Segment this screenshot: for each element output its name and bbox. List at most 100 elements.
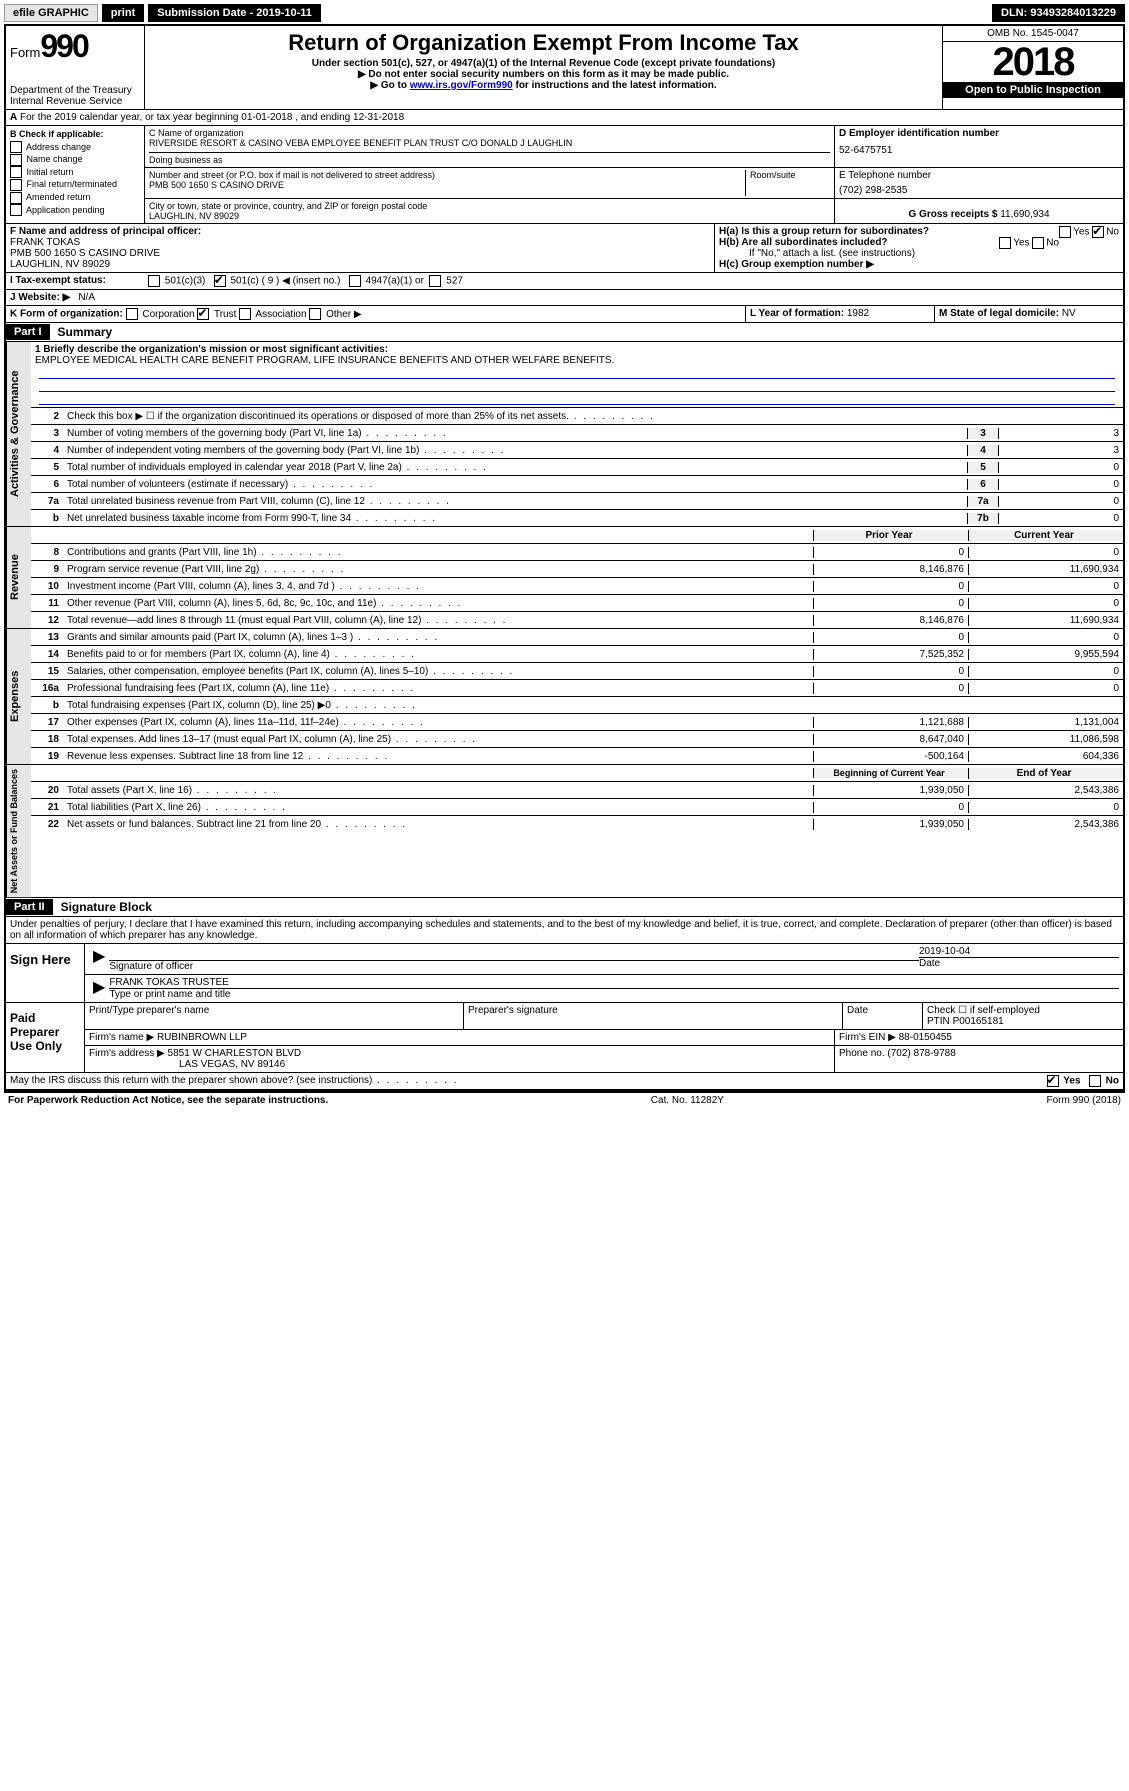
b-checkbox[interactable] (10, 154, 22, 166)
k-checkbox[interactable] (197, 308, 209, 320)
part2-header-row: Part II Signature Block (6, 898, 1123, 917)
state-domicile-value: NV (1062, 308, 1076, 319)
tax-status-label: I Tax-exempt status: (6, 273, 144, 289)
form-label: Form (10, 45, 40, 60)
k-checkbox[interactable] (309, 308, 321, 320)
501c-checkbox[interactable] (214, 275, 226, 287)
block-f-h: F Name and address of principal officer:… (6, 224, 1123, 273)
footer-right: Form 990 (2018) (1047, 1095, 1121, 1106)
firm-addr2: LAS VEGAS, NV 89146 (89, 1059, 285, 1070)
print-button[interactable]: print (102, 4, 144, 22)
no-label: No (1106, 227, 1119, 238)
irs-label: Internal Revenue Service (10, 96, 140, 107)
ptin-value: P00165181 (953, 1016, 1004, 1027)
ha-yes-checkbox[interactable] (1059, 226, 1071, 238)
k-checkbox[interactable] (239, 308, 251, 320)
preparer-sig-label: Preparer's signature (464, 1003, 843, 1030)
527-checkbox[interactable] (429, 275, 441, 287)
irs-link[interactable]: www.irs.gov/Form990 (410, 80, 513, 91)
subtitle-1: Under section 501(c), 527, or 4947(a)(1)… (149, 58, 938, 69)
line-a: A For the 2019 calendar year, or tax yea… (6, 110, 1123, 126)
officer-addr1: PMB 500 1650 S CASINO DRIVE (10, 248, 710, 259)
tax-year-range: For the 2019 calendar year, or tax year … (20, 112, 404, 123)
firm-addr-label: Firm's address ▶ (89, 1048, 165, 1059)
527-label: 527 (446, 276, 463, 287)
ha-no-checkbox[interactable] (1092, 226, 1104, 238)
expenses-tab: Expenses (6, 629, 31, 764)
website-label: J Website: ▶ (6, 290, 74, 305)
hb-yes-checkbox[interactable] (999, 237, 1011, 249)
website-value: N/A (74, 290, 99, 305)
perjury-text: Under penalties of perjury, I declare th… (6, 917, 1123, 944)
form-header: Form990 Department of the Treasury Inter… (6, 26, 1123, 110)
sign-here-label: Sign Here (6, 944, 85, 1002)
block-b-c-d: B Check if applicable: Address change Na… (6, 126, 1123, 224)
part1-badge: Part I (6, 324, 50, 340)
org-name: RIVERSIDE RESORT & CASINO VEBA EMPLOYEE … (149, 138, 830, 148)
b-checkbox[interactable] (10, 179, 22, 191)
officer-label: F Name and address of principal officer: (10, 226, 710, 237)
part2-title: Signature Block (53, 898, 160, 916)
hb-label: H(b) Are all subordinates included? (719, 237, 888, 248)
yes-label: Yes (1063, 1076, 1080, 1087)
state-domicile-label: M State of legal domicile: (939, 308, 1059, 319)
b-checkbox[interactable] (10, 141, 22, 153)
tax-year: 2018 (943, 42, 1123, 82)
top-bar: efile GRAPHIC print Submission Date - 20… (4, 4, 1125, 22)
col-b: B Check if applicable: Address change Na… (6, 126, 145, 223)
dln-badge: DLN: 93493284013229 (992, 4, 1125, 22)
part1-header-row: Part I Summary (6, 323, 1123, 342)
discuss-no-checkbox[interactable] (1089, 1075, 1101, 1087)
b-checkbox[interactable] (10, 192, 22, 204)
firm-phone-label: Phone no. (839, 1048, 885, 1059)
part1-title: Summary (50, 323, 121, 341)
yes-label: Yes (1073, 227, 1089, 238)
submission-date: Submission Date - 2019-10-11 (148, 4, 321, 22)
addr-value: PMB 500 1650 S CASINO DRIVE (149, 180, 745, 190)
discuss-yes-checkbox[interactable] (1047, 1075, 1059, 1087)
b-checkbox[interactable] (10, 166, 22, 178)
phone-label: E Telephone number (839, 170, 1119, 181)
netassets-block: Net Assets or Fund Balances Beginning of… (6, 765, 1123, 898)
city-value: LAUGHLIN, NV 89029 (149, 211, 830, 221)
preparer-name-label: Print/Type preparer's name (85, 1003, 464, 1030)
netassets-tab: Net Assets or Fund Balances (6, 765, 31, 897)
footer-mid: Cat. No. 11282Y (651, 1095, 724, 1106)
sig-officer-label: Signature of officer (109, 961, 919, 972)
row-j: J Website: ▶ N/A (6, 290, 1123, 306)
dba-label: Doing business as (149, 152, 830, 165)
prior-year-header: Prior Year (813, 530, 968, 541)
mission-label: 1 Briefly describe the organization's mi… (35, 344, 1119, 355)
gross-label: G Gross receipts $ (908, 209, 997, 220)
row-i: I Tax-exempt status: 501(c)(3) 501(c) ( … (6, 273, 1123, 290)
paid-preparer-label: Paid Preparer Use Only (6, 1003, 85, 1072)
efile-badge[interactable]: efile GRAPHIC (4, 4, 98, 22)
sig-name: FRANK TOKAS TRUSTEE (109, 977, 1119, 989)
hb-no-checkbox[interactable] (1032, 237, 1044, 249)
expenses-block: Expenses 13Grants and similar amounts pa… (6, 629, 1123, 765)
governance-block: Activities & Governance 1 Briefly descri… (6, 342, 1123, 527)
sign-here-block: Sign Here ▶ Signature of officer 2019-10… (6, 944, 1123, 1003)
arrow-icon: ▶ (89, 946, 109, 972)
firm-ein-label: Firm's EIN ▶ (839, 1032, 896, 1043)
preparer-date-label: Date (843, 1003, 923, 1030)
form-org-label: K Form of organization: (10, 309, 123, 320)
4947-label: 4947(a)(1) or (366, 276, 424, 287)
501c-label: 501(c) ( 9 ) ◀ (insert no.) (230, 276, 340, 287)
col-b-title: B Check if applicable: (10, 128, 140, 141)
year-formation-label: L Year of formation: (750, 308, 844, 319)
hc-label: H(c) Group exemption number ▶ (719, 259, 874, 270)
discuss-text: May the IRS discuss this return with the… (10, 1075, 372, 1086)
b-checkbox[interactable] (10, 204, 22, 216)
form-container: Form990 Department of the Treasury Inter… (4, 24, 1125, 1093)
501c3-label: 501(c)(3) (165, 276, 206, 287)
revenue-tab: Revenue (6, 527, 31, 628)
firm-addr1: 5851 W CHARLESTON BLVD (168, 1048, 302, 1059)
firm-phone: (702) 878-9788 (887, 1048, 955, 1059)
k-checkbox[interactable] (126, 308, 138, 320)
4947-checkbox[interactable] (349, 275, 361, 287)
form-number: 990 (40, 28, 87, 64)
501c3-checkbox[interactable] (148, 275, 160, 287)
phone-value: (702) 298-2535 (839, 185, 1119, 196)
mission-text: EMPLOYEE MEDICAL HEALTH CARE BENEFIT PRO… (35, 355, 1119, 366)
